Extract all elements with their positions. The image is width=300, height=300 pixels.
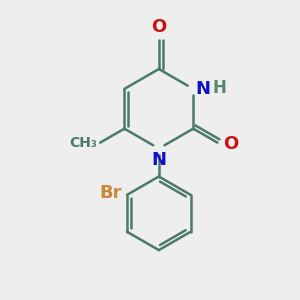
Text: O: O [223, 135, 238, 153]
Text: N: N [196, 80, 211, 98]
Text: H: H [212, 79, 226, 97]
Text: CH₃: CH₃ [69, 136, 97, 150]
Text: N: N [151, 151, 166, 169]
Text: Br: Br [99, 184, 122, 202]
Text: O: O [151, 18, 166, 36]
